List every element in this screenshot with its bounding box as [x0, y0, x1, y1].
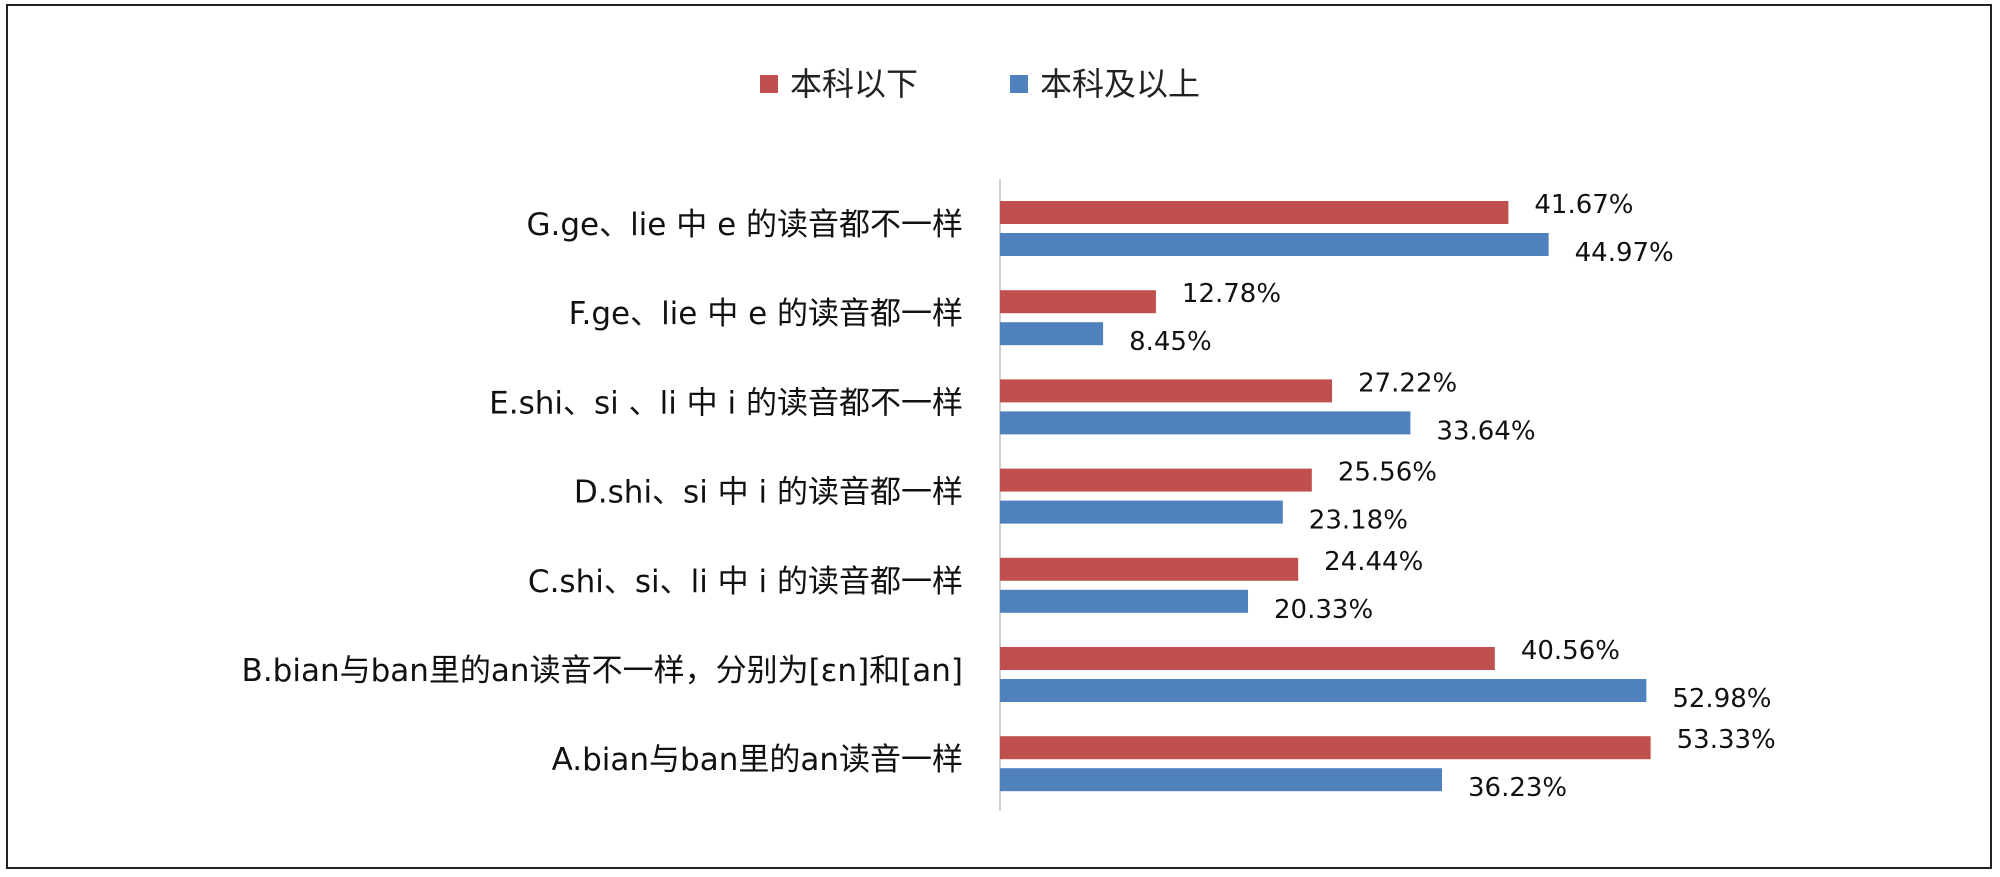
- bar-below-bachelor: [1000, 468, 1312, 492]
- data-label: 8.45%: [1129, 327, 1212, 357]
- bar-below-bachelor: [1000, 379, 1333, 403]
- category-labels: G.ge、lie 中 e 的读音都不一样 F.ge、lie 中 e 的读音都一样 E…: [242, 207, 963, 778]
- category-label: G.ge、lie 中 e 的读音都不一样: [526, 207, 963, 243]
- category-label: E.shi、si 、li 中 i 的读音都不一样: [489, 385, 963, 421]
- bar-bachelor-and-above: [1000, 500, 1283, 524]
- category-label: F.ge、lie 中 e 的读音都一样: [569, 296, 963, 332]
- bar-bachelor-and-above: [1000, 768, 1443, 792]
- legend-swatch-1: [1010, 75, 1028, 93]
- data-label: 33.64%: [1436, 416, 1535, 446]
- bar-bachelor-and-above: [1000, 679, 1647, 702]
- value-labels: 41.67% 44.97% 12.78% 8.45% 27.22% 33.64% 25.56…: [1129, 190, 1776, 803]
- legend-swatch-0: [760, 75, 778, 93]
- bar-bachelor-and-above: [1000, 411, 1411, 435]
- bar-bachelor-and-above: [1000, 322, 1104, 346]
- bar-bachelor-and-above: [1000, 233, 1549, 256]
- legend-label-1: 本科及以上: [1040, 65, 1200, 103]
- bar-below-bachelor: [1000, 736, 1651, 760]
- legend-label-0: 本科以下: [790, 65, 918, 103]
- bar-below-bachelor: [1000, 557, 1299, 581]
- data-label: 23.18%: [1309, 506, 1408, 536]
- data-label: 53.33%: [1677, 725, 1776, 755]
- data-label: 27.22%: [1358, 368, 1457, 398]
- chart-frame: 本科以下 本科及以上 G.ge、lie 中 e 的读音都不一样 F.ge、lie 中…: [6, 4, 1992, 869]
- data-label: 44.97%: [1575, 238, 1674, 268]
- data-label: 12.78%: [1182, 279, 1281, 309]
- category-label: B.bian与ban里的an读音不一样，分别为[εn]和[an]: [242, 653, 963, 689]
- data-label: 25.56%: [1338, 458, 1437, 488]
- legend: 本科以下 本科及以上: [760, 65, 1200, 103]
- data-label: 40.56%: [1521, 636, 1620, 666]
- bar-below-bachelor: [1000, 647, 1495, 670]
- bar-chart: 本科以下 本科及以上 G.ge、lie 中 e 的读音都不一样 F.ge、lie 中…: [242, 65, 1776, 811]
- data-label: 20.33%: [1274, 595, 1373, 625]
- data-label: 36.23%: [1468, 773, 1567, 803]
- category-label: A.bian与ban里的an读音一样: [552, 742, 963, 778]
- bar-bachelor-and-above: [1000, 589, 1249, 613]
- bars: [1000, 201, 1651, 792]
- category-label: D.shi、si 中 i 的读音都一样: [574, 475, 963, 511]
- bar-below-bachelor: [1000, 290, 1156, 314]
- data-label: 24.44%: [1324, 547, 1423, 577]
- data-label: 52.98%: [1672, 684, 1771, 714]
- bar-below-bachelor: [1000, 201, 1509, 224]
- category-label: C.shi、si、li 中 i 的读音都一样: [528, 564, 963, 600]
- data-label: 41.67%: [1534, 190, 1633, 220]
